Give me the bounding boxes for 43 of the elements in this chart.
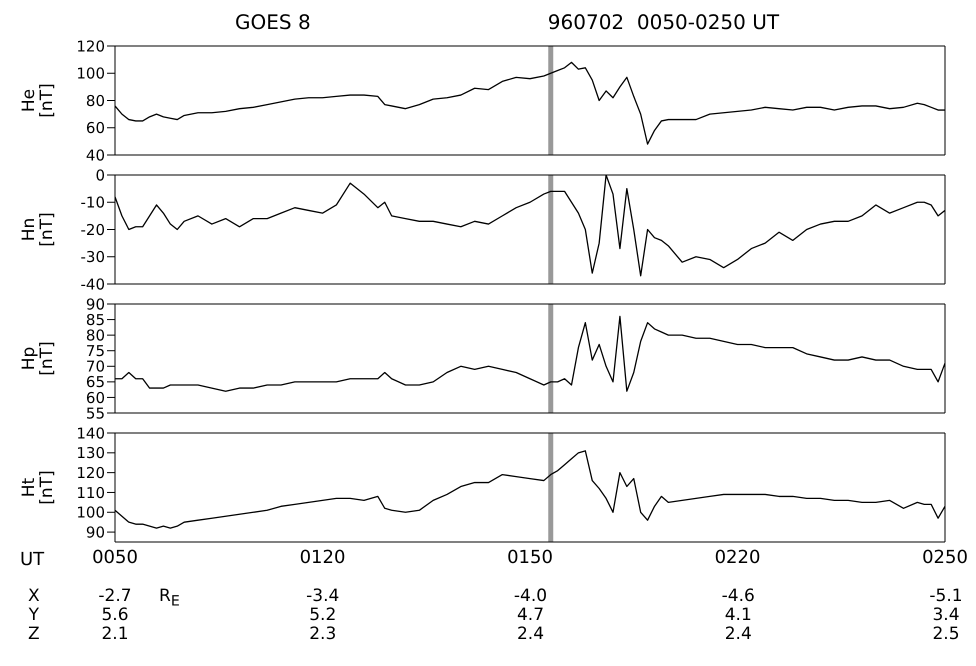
text: -4.6 4.1 2.4 [722,586,755,644]
y-tick-label: 90 [86,523,105,542]
text: -4.0 4.7 2.4 [514,586,548,644]
y-tick-label: 80 [86,326,105,344]
y-tick-label: 70 [86,358,105,376]
y-axis-title: Hn [nT] [19,212,57,247]
x-axis-title: UT [20,549,44,570]
y-tick-label: 140 [76,424,105,442]
y-tick-label: 0 [95,166,105,184]
y-tick-label: 90 [86,295,105,314]
chart-subtitle: 960702 0050-0250 UT [548,10,780,34]
y-tick-label: 100 [76,504,105,522]
y-tick-label: 40 [86,146,105,164]
text: -2.7 5.6 2.1 [98,586,132,644]
y-tick-label: -40 [80,275,105,294]
y-tick-label: 85 [86,310,105,329]
x-tick-label: 0050 [92,546,138,568]
y-tick-label: 60 [86,119,105,138]
y-tick-label: -30 [80,248,105,266]
y-tick-label: 100 [76,64,105,83]
y-axis-title: He [nT] [19,83,57,118]
chart-title: GOES 8 [235,10,311,34]
x-tick-label: 0250 [922,546,968,568]
text: X Y Z [28,586,40,644]
y-tick-label: 75 [86,342,105,360]
y-tick-label: 80 [86,92,105,110]
x-tick-label: 0220 [714,546,760,568]
y-tick-label: 55 [86,404,105,422]
y-tick-label: -20 [80,220,105,239]
y-tick-label: -10 [80,194,105,212]
text: -5.1 3.4 2.5 [929,586,963,644]
y-tick-label: 60 [86,388,105,407]
y-axis-title: Ht [nT] [19,470,57,505]
x-tick-label: 0120 [300,546,346,568]
y-tick-label: 130 [76,444,105,462]
y-tick-label: 65 [86,373,105,392]
y-axis-title: Hp [nT] [19,341,57,376]
text: -3.4 5.2 2.3 [306,586,340,644]
y-tick-label: 110 [76,484,105,502]
y-tick-label: 120 [76,464,105,482]
x-tick-label: 0150 [507,546,553,568]
text: R$_{E}$ [159,586,180,610]
y-tick-label: 120 [76,37,105,56]
